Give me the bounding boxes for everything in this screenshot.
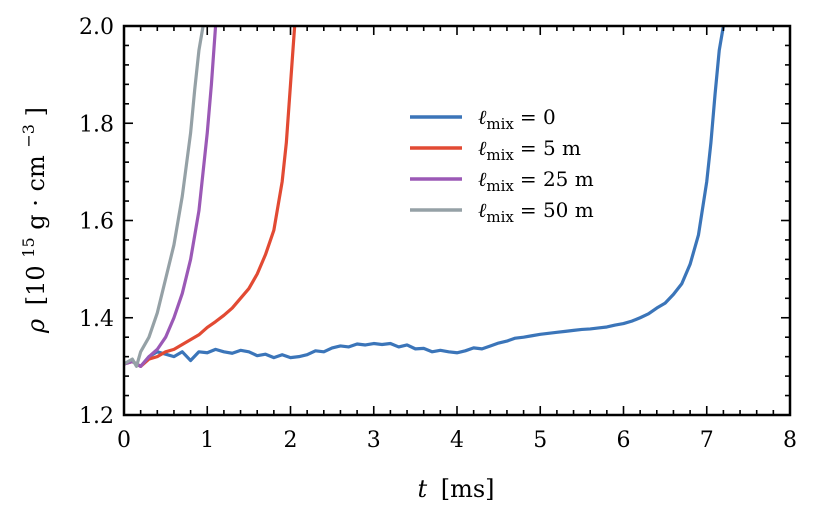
legend-label-var: ℓ — [478, 167, 487, 191]
legend-label: ℓmix = 25 m — [478, 167, 594, 195]
y-axis-label-suffix: ] — [22, 107, 50, 116]
x-axis-label-unit: [ms] — [441, 475, 495, 503]
x-tick-label: 6 — [617, 428, 631, 453]
y-axis-label-prefix: [10 — [22, 265, 50, 305]
legend-label-sub: mix — [486, 177, 514, 195]
legend-label-var: ℓ — [478, 198, 487, 222]
legend-label-value: = 0 — [520, 105, 556, 129]
y-tick-label: 1.4 — [79, 307, 114, 332]
legend-label: ℓmix = 5 m — [478, 136, 581, 164]
y-tick-label: 1.8 — [79, 112, 114, 137]
y-axis-label-exp2: −3 — [19, 124, 38, 148]
legend-label: ℓmix = 50 m — [478, 198, 594, 226]
axis-ticks — [123, 25, 791, 416]
y-tick-label: 1.2 — [79, 404, 114, 429]
legend-label-sub: mix — [486, 208, 514, 226]
series-line-2 — [124, 26, 218, 368]
x-tick-label: 3 — [367, 428, 381, 453]
legend-label-var: ℓ — [478, 105, 487, 129]
legend-label-var: ℓ — [478, 136, 487, 160]
x-tick-label: 4 — [450, 428, 464, 453]
x-tick-label: 2 — [284, 428, 298, 453]
series-line-3 — [124, 26, 205, 368]
legend-label-sub: mix — [486, 146, 514, 164]
legend-label-value: = 25 m — [520, 167, 594, 191]
legend-label-sub: mix — [486, 115, 514, 133]
plot-area — [124, 26, 726, 368]
y-axis-label-mid: g · cm — [22, 155, 50, 230]
x-axis-label: t [ms] — [417, 475, 494, 503]
legend-label-value: = 50 m — [520, 198, 594, 222]
tick-labels: 0 1 2 3 4 5 6 7 8 1.2 1.4 1.6 1.8 2.0 — [79, 15, 797, 453]
series-line-1 — [124, 26, 297, 368]
y-axis-label-exp: 15 — [19, 237, 38, 257]
plot-frame — [122, 24, 792, 417]
y-tick-label: 1.6 — [79, 210, 114, 235]
x-axis-label-var: t — [417, 475, 427, 503]
x-tick-label: 5 — [533, 428, 547, 453]
x-tick-label: 8 — [783, 428, 797, 453]
legend-label-value: = 5 m — [520, 136, 581, 160]
x-tick-label: 7 — [700, 428, 714, 453]
y-tick-label: 2.0 — [79, 15, 114, 40]
x-tick-label: 1 — [200, 428, 214, 453]
y-axis-label-var: ρ — [22, 319, 50, 334]
series-line-0 — [124, 26, 726, 368]
x-tick-label: 0 — [117, 428, 131, 453]
legend-label: ℓmix = 0 — [478, 105, 556, 133]
y-axis-label: ρ [10 15 g · cm −3 ] — [12, 107, 50, 334]
